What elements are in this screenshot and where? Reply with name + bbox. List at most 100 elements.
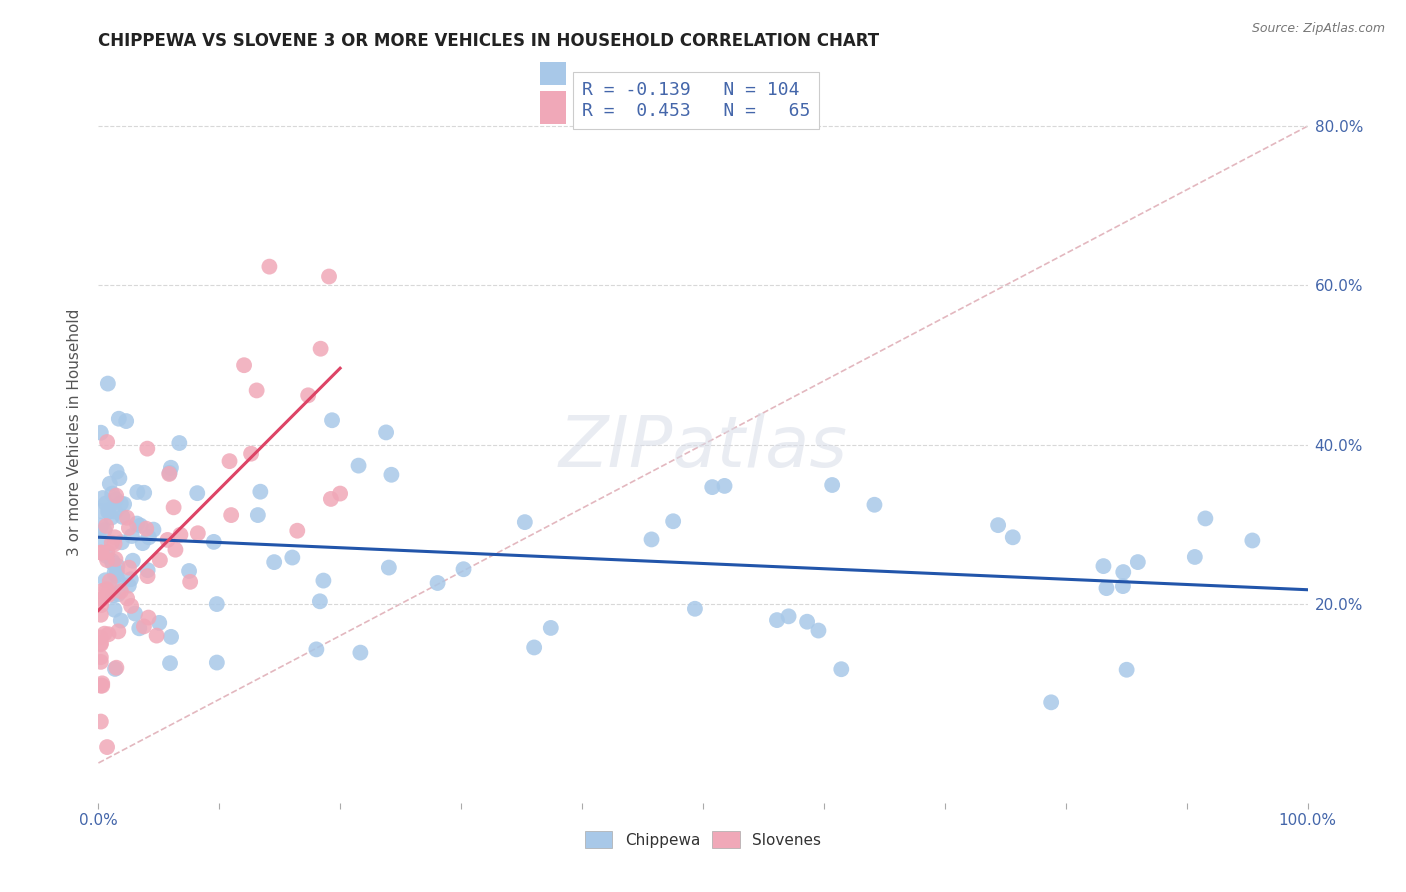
Point bbox=[91, 584, 114, 599]
Point bbox=[103, 603, 125, 617]
Point bbox=[101, 486, 124, 500]
Point bbox=[93, 626, 115, 640]
Point bbox=[96, 549, 118, 563]
Point bbox=[121, 554, 143, 568]
Point bbox=[513, 515, 536, 529]
Point bbox=[105, 565, 128, 579]
Point bbox=[312, 574, 335, 588]
Point bbox=[169, 527, 191, 541]
Point bbox=[90, 631, 112, 645]
Point bbox=[157, 467, 180, 481]
Point bbox=[105, 465, 128, 479]
Point bbox=[453, 562, 475, 576]
Point bbox=[149, 553, 172, 567]
Point bbox=[110, 496, 132, 510]
Point bbox=[1241, 533, 1264, 548]
Point bbox=[156, 533, 179, 547]
Point bbox=[136, 563, 159, 577]
Point bbox=[98, 476, 121, 491]
Point bbox=[101, 556, 124, 570]
Point bbox=[1095, 581, 1118, 595]
Point bbox=[160, 460, 183, 475]
Point bbox=[124, 607, 146, 621]
Point bbox=[135, 522, 157, 536]
Point bbox=[305, 642, 328, 657]
Y-axis label: 3 or more Vehicles in Household: 3 or more Vehicles in Household bbox=[67, 309, 83, 557]
Point bbox=[240, 447, 263, 461]
Point bbox=[94, 574, 117, 588]
Point bbox=[96, 545, 118, 559]
Point bbox=[349, 646, 371, 660]
Point bbox=[219, 508, 242, 522]
Point bbox=[778, 609, 800, 624]
Point bbox=[104, 552, 127, 566]
Point bbox=[100, 510, 122, 524]
Point bbox=[136, 569, 159, 583]
Point bbox=[118, 521, 141, 535]
Point bbox=[159, 466, 181, 480]
Point bbox=[96, 435, 118, 450]
Point bbox=[121, 529, 143, 543]
Point bbox=[90, 425, 112, 440]
Point bbox=[162, 500, 184, 515]
Point bbox=[112, 497, 135, 511]
Point bbox=[1115, 663, 1137, 677]
Point bbox=[138, 530, 160, 544]
Point bbox=[309, 594, 332, 608]
Point bbox=[90, 504, 112, 518]
Point bbox=[120, 599, 142, 613]
Point bbox=[104, 566, 127, 580]
Point bbox=[863, 498, 886, 512]
Point bbox=[107, 558, 129, 573]
Point bbox=[103, 537, 125, 551]
Point bbox=[97, 627, 120, 641]
Point bbox=[205, 656, 228, 670]
Point bbox=[105, 568, 128, 582]
Point bbox=[101, 554, 124, 568]
Text: Source: ZipAtlas.com: Source: ZipAtlas.com bbox=[1251, 22, 1385, 36]
Point bbox=[318, 269, 340, 284]
Point bbox=[97, 585, 120, 599]
Point bbox=[683, 601, 706, 615]
Point bbox=[132, 619, 155, 633]
Point bbox=[1040, 695, 1063, 709]
Point bbox=[90, 607, 112, 622]
Point bbox=[246, 384, 269, 398]
Point bbox=[218, 454, 240, 468]
Point bbox=[97, 505, 120, 519]
Point bbox=[1126, 555, 1149, 569]
Point bbox=[662, 514, 685, 528]
Point bbox=[111, 535, 134, 549]
Point bbox=[128, 621, 150, 635]
Point bbox=[105, 661, 128, 675]
Bar bbox=[540, 52, 567, 85]
Point bbox=[129, 518, 152, 533]
Point bbox=[145, 629, 167, 643]
Point bbox=[807, 624, 830, 638]
Point bbox=[105, 489, 128, 503]
Point bbox=[713, 479, 735, 493]
Point bbox=[380, 467, 402, 482]
Point bbox=[97, 588, 120, 602]
Point bbox=[1092, 559, 1115, 574]
Point bbox=[640, 533, 662, 547]
Point bbox=[821, 478, 844, 492]
Point bbox=[91, 679, 114, 693]
Point bbox=[115, 510, 138, 524]
Point bbox=[297, 388, 319, 402]
Point bbox=[159, 656, 181, 670]
Point bbox=[115, 414, 138, 428]
Point bbox=[90, 546, 112, 560]
Point bbox=[90, 636, 112, 650]
Point bbox=[108, 575, 131, 590]
Point bbox=[90, 637, 112, 651]
Point bbox=[118, 560, 141, 574]
Point bbox=[107, 587, 129, 601]
Point bbox=[281, 550, 304, 565]
Point bbox=[165, 542, 187, 557]
Point bbox=[249, 484, 271, 499]
Point bbox=[90, 714, 112, 729]
Point bbox=[90, 655, 112, 669]
Point bbox=[160, 630, 183, 644]
Point bbox=[179, 574, 201, 589]
